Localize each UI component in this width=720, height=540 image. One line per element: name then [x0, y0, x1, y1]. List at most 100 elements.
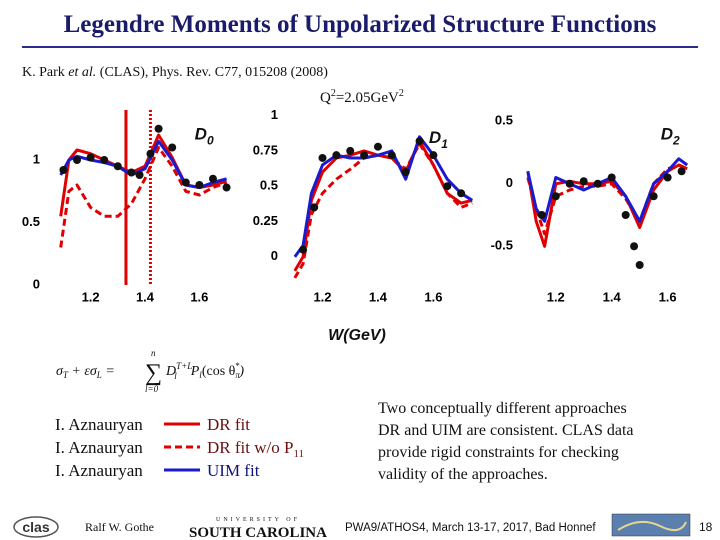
y-tick-label: 0.25 [253, 213, 278, 228]
formula-sum-bottom: l=0 [145, 384, 159, 394]
formula-part: l [174, 371, 177, 381]
plot-panel: 00.511.2 1.4 1.6D0 [22, 110, 231, 304]
q-exponent: 2 [331, 88, 336, 99]
data-point [59, 166, 68, 174]
formula-sum-top: n [151, 348, 156, 358]
kinematics: Q2=2.05GeV2 [320, 88, 404, 106]
event: PWA9/ATHOS4, March 13-17, 2017, Bad Honn… [345, 522, 596, 534]
data-point [649, 192, 658, 201]
data-point [429, 151, 438, 160]
data-point [100, 156, 109, 164]
x-tick-label: 1.4 [603, 289, 622, 304]
x-tick-label: 1.2 [82, 289, 100, 304]
panel-label-sub: 1 [441, 137, 448, 151]
data-point [222, 183, 231, 192]
data-point [332, 151, 341, 160]
y-tick-label: 0.75 [253, 142, 278, 157]
citation-authors: K. Park [22, 65, 65, 80]
data-point [373, 142, 382, 151]
panel-label-sub: 0 [207, 134, 214, 148]
legend-author: I. Aznauryan [55, 461, 143, 480]
fit-curve [526, 157, 689, 223]
formula-part: σ [56, 364, 64, 379]
data-point [146, 149, 155, 158]
formula-part: T [63, 370, 69, 380]
page-number: 18 [699, 520, 713, 534]
legend-entry-text: DR fit w/o P [207, 438, 293, 457]
panel-label-main: D [661, 125, 673, 144]
y-tick-label: 0 [506, 175, 513, 190]
citation-etal: et al. [68, 65, 96, 80]
plot-panel: -0.5 0 0.5 1.2 1.4 1.6 D2 [491, 113, 689, 304]
x-tick-label: 1.6 [659, 289, 677, 304]
legend: I. Aznauryan I. Aznauryan I. Aznauryan D… [55, 415, 304, 480]
note-line: provide rigid constraints for checking [378, 444, 619, 461]
speaker: Ralf W. Gothe [85, 520, 154, 534]
data-point [86, 153, 95, 162]
formula-part: * [235, 361, 240, 371]
panel-label: D0 [195, 125, 214, 148]
data-point [208, 174, 217, 183]
data-point [135, 171, 144, 179]
legend-author: I. Aznauryan [55, 438, 143, 457]
footer: clas Ralf W. Gothe UNIVERSITY OF SOUTH C… [13, 513, 713, 540]
citation-rest: (CLAS), Phys. Rev. C77, 015208 (2008) [100, 65, 328, 80]
x-tick-label: 1.6 [424, 289, 442, 304]
citation: K. Park et al. (CLAS), Phys. Rev. C77, 0… [22, 65, 328, 80]
formula-part: (cos θ [202, 364, 236, 379]
x-tick-label: 1.4 [369, 289, 388, 304]
data-point [415, 137, 424, 146]
y-tick-label: 1 [271, 107, 278, 122]
formula-rhs: DT+L l Pl(cos θπ*) [165, 361, 244, 381]
data-point [579, 177, 588, 186]
fit-curve [293, 135, 474, 258]
note-line: DR and UIM are consistent. CLAS data [378, 422, 634, 439]
legend-author: I. Aznauryan [55, 415, 143, 434]
data-point [168, 143, 177, 152]
data-point [195, 181, 204, 189]
y-tick-label: 0 [33, 276, 40, 291]
formula-part: l [199, 370, 202, 380]
data-point [360, 151, 369, 160]
clas-logo: clas [22, 519, 49, 535]
x-tick-label: 1.6 [190, 289, 208, 304]
data-point [621, 211, 630, 219]
event-logo [611, 513, 691, 537]
data-point [73, 156, 82, 164]
formula-lhs: σT + εσL = [56, 364, 115, 380]
data-point [551, 192, 560, 201]
y-tick-label: 0.5 [22, 214, 40, 229]
legend-entry: UIM fit [207, 461, 260, 480]
data-point [310, 203, 319, 212]
x-tick-label: 1.4 [136, 289, 155, 304]
data-point [635, 261, 644, 269]
fit-curve [526, 163, 688, 236]
panel-label: D2 [661, 125, 680, 148]
formula-part: L [96, 370, 102, 380]
x-axis-label: W(GeV) [328, 327, 386, 344]
data-point [537, 211, 546, 219]
note-line: validity of the approaches. [378, 466, 548, 483]
data-point [677, 167, 686, 176]
data-point [457, 189, 466, 198]
legend-entry-sub: 11 [293, 448, 304, 460]
data-point [607, 173, 616, 182]
clas-logo-ring [13, 516, 59, 538]
data-point [630, 242, 639, 251]
event-logo-art [617, 520, 687, 532]
data-point [565, 179, 574, 188]
formula-part: = [102, 364, 115, 379]
y-tick-label: 0.5 [495, 113, 513, 128]
data-point [181, 178, 190, 187]
slide-title: Legendre Moments of Unpolarized Structur… [64, 11, 657, 38]
logo-main: SOUTH CAROLINA [189, 525, 327, 540]
q-symbol: Q [320, 90, 331, 106]
panel-label: D1 [429, 128, 448, 151]
unit-exponent: 2 [399, 88, 404, 99]
panel-label-main: D [195, 125, 207, 144]
data-point [113, 162, 122, 171]
formula-part: D [165, 364, 176, 379]
